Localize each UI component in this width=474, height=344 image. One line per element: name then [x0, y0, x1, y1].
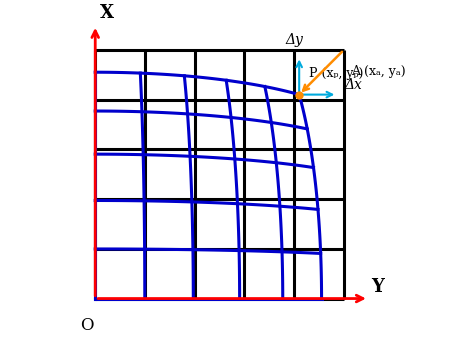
- Text: X: X: [100, 4, 114, 22]
- Text: A (xₐ, yₐ): A (xₐ, yₐ): [351, 65, 406, 78]
- Text: P (xₚ, yₚ): P (xₚ, yₚ): [309, 67, 364, 80]
- Text: Δx: Δx: [345, 78, 363, 92]
- Text: Y: Y: [371, 278, 384, 296]
- Text: Δy: Δy: [285, 33, 303, 46]
- Text: O: O: [80, 318, 94, 334]
